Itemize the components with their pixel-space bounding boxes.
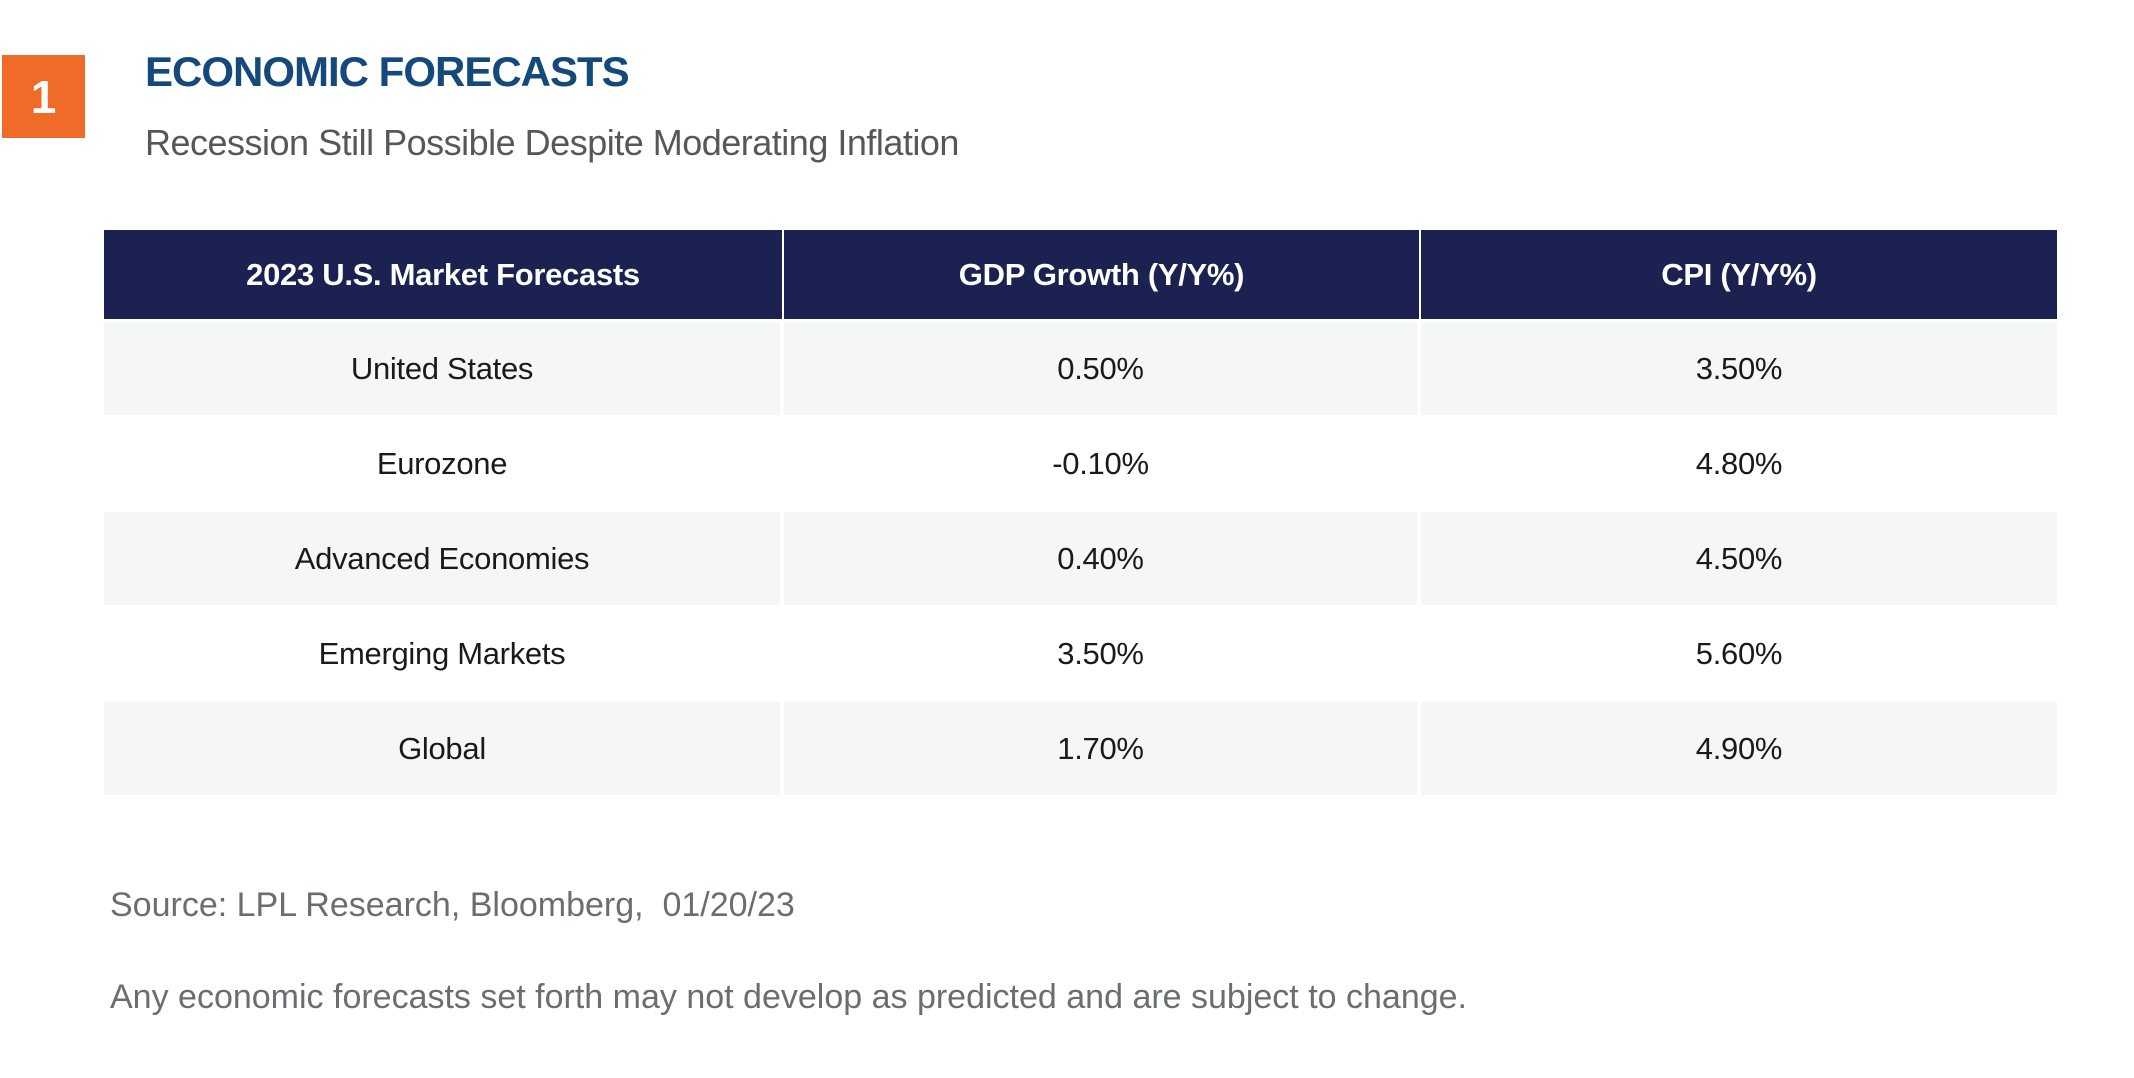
forecast-table: 2023 U.S. Market Forecasts GDP Growth (Y… <box>104 230 2057 797</box>
table-cell-region: United States <box>104 322 784 417</box>
figure-number: 1 <box>30 70 57 123</box>
table-row-global: Global 1.70% 4.90% <box>104 702 2057 797</box>
figure-title: ECONOMIC FORECASTS <box>145 48 630 95</box>
source-attribution: Source: LPL Research, Bloomberg, 01/20/2… <box>110 886 795 924</box>
table-cell-cpi: 5.60% <box>1421 607 2057 702</box>
table-cell-cpi: 4.80% <box>1421 417 2057 512</box>
table-row-united-states: United States 0.50% 3.50% <box>104 322 2057 417</box>
forecast-disclaimer: Any economic forecasts set forth may not… <box>110 978 1467 1016</box>
table-cell-region: Advanced Economies <box>104 512 784 607</box>
column-header-region: 2023 U.S. Market Forecasts <box>104 230 784 322</box>
table-row-advanced-economies: Advanced Economies 0.40% 4.50% <box>104 512 2057 607</box>
table-cell-cpi: 4.50% <box>1421 512 2057 607</box>
table-header-row: 2023 U.S. Market Forecasts GDP Growth (Y… <box>104 230 2057 322</box>
table-row-emerging-markets: Emerging Markets 3.50% 5.60% <box>104 607 2057 702</box>
table-cell-cpi: 3.50% <box>1421 322 2057 417</box>
column-header-cpi: CPI (Y/Y%) <box>1421 230 2057 322</box>
table-cell-gdp-growth: 0.40% <box>784 512 1421 607</box>
table-row-eurozone: Eurozone -0.10% 4.80% <box>104 417 2057 512</box>
table-cell-region: Eurozone <box>104 417 784 512</box>
table-cell-gdp-growth: 3.50% <box>784 607 1421 702</box>
table-cell-region: Global <box>104 702 784 797</box>
figure-subtitle: Recession Still Possible Despite Moderat… <box>145 122 959 163</box>
table-cell-cpi: 4.90% <box>1421 702 2057 797</box>
column-header-gdp-growth: GDP Growth (Y/Y%) <box>784 230 1421 322</box>
table-cell-gdp-growth: 0.50% <box>784 322 1421 417</box>
table-cell-gdp-growth: 1.70% <box>784 702 1421 797</box>
table-cell-region: Emerging Markets <box>104 607 784 702</box>
table-cell-gdp-growth: -0.10% <box>784 417 1421 512</box>
figure-number-badge: 1 <box>2 55 85 138</box>
